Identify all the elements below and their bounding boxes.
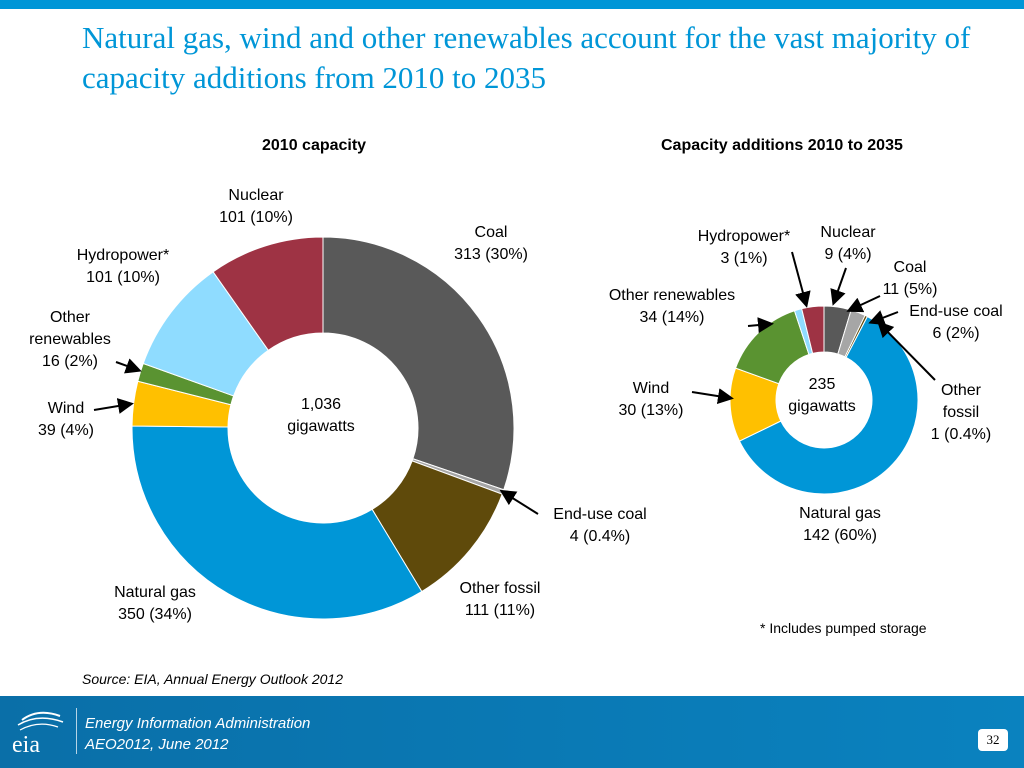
- c2010-label-other-fossil: Other fossil 111 (11%): [440, 578, 560, 622]
- logo-text: eia: [12, 732, 40, 758]
- cadd-label-line: 1 (0.4%): [930, 426, 992, 443]
- c2010-label-line: End-use coal: [553, 506, 647, 523]
- cadd-label-line: 142 (60%): [803, 527, 877, 544]
- cadd-leader-other-fossil: [877, 321, 936, 381]
- footnote: * Includes pumped storage: [760, 620, 927, 636]
- footer-divider: [76, 708, 77, 754]
- cadd-label-natural-gas: Natural gas 142 (60%): [770, 503, 910, 547]
- c2010-label-natural-gas: Natural gas 350 (34%): [95, 582, 215, 626]
- cadd-slice-natural-gas: [738, 315, 919, 495]
- cadd-label-end-use-coal: End-use coal 6 (2%): [894, 301, 1018, 345]
- cadd-leader-other-renewables: [747, 317, 774, 334]
- cadd-label-line: 6 (2%): [932, 325, 980, 342]
- cadd-leader-wind: [691, 388, 734, 405]
- eia-logo: eia: [12, 711, 64, 758]
- c2010-label-line: 4 (0.4%): [569, 528, 631, 545]
- cadd-label-hydropower: Hydropower* 3 (1%): [681, 226, 807, 270]
- c2010-label-line: Nuclear: [228, 187, 284, 204]
- cadd-label-line: 9 (4%): [824, 246, 872, 263]
- cadd-label-line: Coal: [893, 259, 927, 276]
- chart-title-additions: Capacity additions 2010 to 2035: [661, 137, 903, 154]
- footer-org-name: Energy Information Administration: [85, 715, 311, 732]
- center-label-2010-unit: gigawatts: [287, 418, 355, 435]
- cadd-label-other-renewables: Other renewables 34 (14%): [587, 285, 757, 329]
- c2010-label-line: Natural gas: [114, 584, 196, 601]
- cadd-leader-hydropower: [791, 251, 811, 308]
- source-note: Source: EIA, Annual Energy Outlook 2012: [82, 671, 343, 687]
- c2010-leader-end-use-coal: [499, 489, 539, 515]
- c2010-label-line: Hydropower*: [76, 247, 170, 264]
- cadd-leader-end-use-coal: [868, 310, 899, 326]
- c2010-label-line: renewables: [29, 331, 111, 348]
- cadd-label-line: Other: [940, 382, 981, 399]
- cadd-label-line: 11 (5%): [882, 281, 938, 298]
- cadd-label-line: End-use coal: [909, 303, 1003, 320]
- footer-bar: eia Energy Information Administration AE…: [0, 696, 1024, 768]
- c2010-label-wind: Wind 39 (4%): [22, 398, 110, 442]
- footer-report-date: AEO2012, June 2012: [85, 736, 229, 753]
- cadd-label-line: 30 (13%): [618, 402, 684, 419]
- c2010-label-line: 111 (11%): [464, 602, 536, 619]
- cadd-label-wind: Wind 30 (13%): [611, 378, 691, 422]
- c2010-label-line: 101 (10%): [86, 269, 160, 286]
- chart-title-2010: 2010 capacity: [262, 137, 367, 154]
- cadd-leader-nuclear: [830, 267, 847, 306]
- center-label-additions-value: 235: [808, 376, 836, 393]
- c2010-slice-coal: [322, 236, 515, 491]
- page-number: 32: [978, 729, 1008, 751]
- cadd-label-other-fossil: Other fossil 1 (0.4%): [916, 380, 1006, 446]
- c2010-label-nuclear: Nuclear 101 (10%): [198, 185, 314, 229]
- c2010-label-line: 313 (30%): [454, 246, 528, 263]
- donut-chart-2010: [131, 236, 515, 620]
- donut-chart-additions: [729, 305, 919, 495]
- c2010-leader-other-renewables: [115, 358, 142, 374]
- c2010-leader-wind: [93, 398, 134, 414]
- c2010-label-line: Other: [49, 309, 90, 326]
- cadd-label-nuclear: Nuclear 9 (4%): [806, 222, 890, 266]
- c2010-label-line: 39 (4%): [37, 422, 95, 439]
- cadd-label-line: 34 (14%): [639, 309, 705, 326]
- cadd-label-line: Other renewables: [608, 287, 736, 304]
- cadd-label-line: Natural gas: [799, 505, 881, 522]
- c2010-slice-natural-gas: [131, 425, 423, 620]
- center-label-2010: 1,036 gigawatts: [273, 394, 369, 438]
- c2010-label-hydropower: Hydropower* 101 (10%): [53, 245, 193, 289]
- cadd-leader-coal: [846, 295, 881, 313]
- cadd-label-line: fossil: [942, 404, 980, 421]
- c2010-label-other-renewables: Other renewables 16 (2%): [18, 307, 122, 373]
- cadd-label-line: Wind: [632, 380, 670, 397]
- c2010-label-line: 16 (2%): [41, 353, 99, 370]
- slide-title: Natural gas, wind and other renewables a…: [82, 20, 971, 95]
- center-label-additions: 235 gigawatts: [772, 374, 872, 418]
- leader-lines: [93, 251, 936, 515]
- cadd-label-line: Nuclear: [820, 224, 876, 241]
- cadd-label-line: 3 (1%): [720, 250, 768, 267]
- c2010-label-line: Other fossil: [459, 580, 541, 597]
- cadd-label-line: Hydropower*: [697, 228, 791, 245]
- charts-area: [93, 236, 936, 620]
- cadd-label-coal: Coal 11 (5%): [868, 257, 952, 301]
- c2010-label-end-use-coal: End-use coal 4 (0.4%): [535, 504, 665, 548]
- c2010-label-line: 101 (10%): [219, 209, 293, 226]
- c2010-label-coal: Coal 313 (30%): [441, 222, 541, 266]
- center-label-2010-value: 1,036: [300, 396, 342, 413]
- c2010-slice-nuclear: [212, 236, 324, 352]
- c2010-label-line: Wind: [47, 400, 85, 417]
- c2010-label-line: 350 (34%): [118, 606, 192, 623]
- center-label-additions-unit: gigawatts: [788, 398, 856, 415]
- top-accent-bar: [0, 0, 1024, 9]
- c2010-label-line: Coal: [474, 224, 508, 241]
